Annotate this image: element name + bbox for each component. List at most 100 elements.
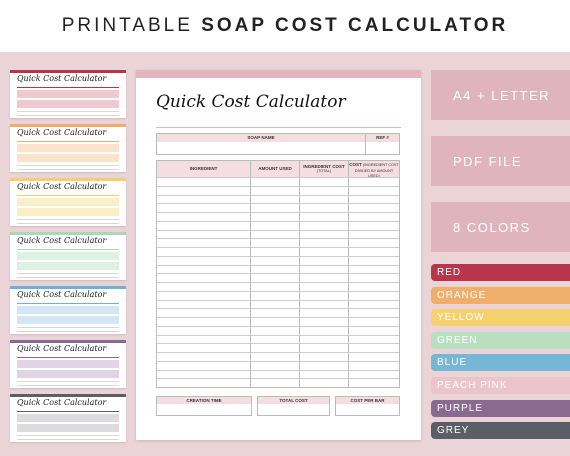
- col-ingredient: INGREDIENT: [157, 161, 250, 177]
- table-row-line: [157, 378, 399, 380]
- thumbnail-name-bar: [17, 90, 119, 98]
- color-chip-grey: GREY: [431, 422, 570, 440]
- banner-title-light: PRINTABLE: [61, 15, 193, 36]
- table-row-line: [157, 352, 399, 353]
- color-variant-thumbnail: Quick Cost Calculator: [10, 124, 126, 172]
- table-row-line: [157, 255, 399, 257]
- color-variant-thumbnail: Quick Cost Calculator: [10, 394, 126, 442]
- total-cost-box: TOTAL COST: [257, 396, 330, 416]
- feature-tag-pdf-file: PDF FILE: [431, 136, 570, 186]
- thumbnail-name-bar: [17, 414, 119, 422]
- calculator-sheet: Quick Cost Calculator SOAP NAME REF # IN…: [136, 70, 421, 440]
- thumbnail-name-bar: [17, 144, 119, 152]
- total-cost-label: TOTAL COST: [258, 397, 329, 404]
- thumbnail-top-bar: [10, 70, 126, 73]
- thumbnail-title: Quick Cost Calculator: [17, 344, 107, 353]
- color-chip-red: RED: [431, 264, 570, 281]
- table-row-line: [157, 273, 399, 275]
- thumbnail-title: Quick Cost Calculator: [17, 236, 107, 245]
- color-variant-thumbnail: Quick Cost Calculator: [10, 232, 126, 280]
- table-row-line: [157, 203, 399, 205]
- banner-title-bold: SOAP COST CALCULATOR: [201, 15, 509, 36]
- thumbnail-title: Quick Cost Calculator: [17, 398, 107, 407]
- col-cost: COST (INGREDIENT COST DIVIDED BY AMOUNT …: [349, 161, 399, 178]
- thumbnail-header-bar: [17, 100, 119, 108]
- thumbnail-rule: [17, 357, 119, 358]
- table-row-line: [157, 369, 399, 371]
- thumbnail-title: Quick Cost Calculator: [17, 74, 107, 83]
- thumbnail-header-bar: [17, 208, 119, 216]
- table-row-line: [157, 185, 399, 187]
- thumbnail-header-bar: [17, 154, 119, 162]
- thumbnail-header-bar: [17, 370, 119, 378]
- creation-time-label: CREATION TIME: [157, 397, 251, 404]
- thumbnail-top-bar: [10, 394, 126, 397]
- sheet-top-bar: [136, 70, 421, 78]
- col-cost-label: COST: [349, 162, 362, 167]
- soap-name-box: SOAP NAME REF #: [156, 133, 400, 155]
- thumbnail-rule: [17, 249, 119, 250]
- banner-title: PRINTABLE SOAP COST CALCULATOR: [62, 15, 508, 37]
- table-row-line: [157, 264, 399, 266]
- table-row-line: [157, 343, 399, 345]
- table-row-line: [157, 282, 399, 283]
- thumbnail-top-bar: [10, 178, 126, 181]
- color-chip-blue: BLUE: [431, 354, 570, 372]
- thumbnail-rule: [17, 411, 119, 412]
- table-row-line: [157, 212, 399, 213]
- table-row-line: [157, 360, 399, 362]
- thumbnail-top-bar: [10, 340, 126, 343]
- thumbnail-name-bar: [17, 360, 119, 368]
- color-variant-thumbnail: Quick Cost Calculator: [10, 340, 126, 388]
- color-chip-orange: ORANGE: [431, 286, 570, 304]
- color-chip-peach-pink: PEACH PINK: [431, 377, 570, 394]
- creation-time-box: CREATION TIME: [156, 396, 252, 416]
- color-variant-thumbnail: Quick Cost Calculator: [10, 178, 126, 226]
- color-chip-yellow: YELLOW: [431, 309, 570, 327]
- thumbnail-rule: [17, 303, 119, 304]
- soap-name-label: SOAP NAME: [157, 134, 365, 142]
- table-row-line: [157, 238, 399, 240]
- thumbnail-name-bar: [17, 198, 119, 206]
- title-rule: [156, 127, 401, 128]
- thumbnail-title: Quick Cost Calculator: [17, 182, 107, 191]
- thumbnail-title: Quick Cost Calculator: [17, 290, 107, 299]
- ref-label: REF #: [366, 134, 399, 142]
- table-row-line: [157, 229, 399, 231]
- thumbnail-rule: [17, 141, 119, 142]
- col-ingredient-cost-label: INGREDIENT COST: [303, 164, 345, 170]
- color-chip-purple: PURPLE: [431, 399, 570, 417]
- thumbnail-name-bar: [17, 306, 119, 314]
- sheet-title: Quick Cost Calculator: [156, 92, 346, 112]
- table-row-line: [157, 325, 399, 327]
- thumbnail-title: Quick Cost Calculator: [17, 128, 107, 137]
- col-ingredient-cost-sub: (TOTAL): [316, 169, 332, 174]
- color-chip-green: GREEN: [431, 331, 570, 349]
- title-banner: PRINTABLE SOAP COST CALCULATOR: [0, 0, 570, 52]
- thumbnail-rule: [17, 87, 119, 88]
- thumbnail-top-bar: [10, 286, 126, 289]
- thumbnail-top-bar: [10, 124, 126, 127]
- table-row-line: [157, 299, 399, 301]
- thumbnail-top-bar: [10, 232, 126, 235]
- table-row-line: [157, 290, 399, 292]
- table-row-line: [157, 308, 399, 310]
- table-row-line: [157, 247, 399, 248]
- feature-tag-8-colors: 8 COLORS: [431, 202, 570, 252]
- table-row-line: [157, 177, 399, 178]
- col-amount-used: AMOUNT USED: [251, 161, 299, 177]
- ingredient-table: INGREDIENT AMOUNT USED INGREDIENT COST (…: [156, 160, 400, 388]
- cost-per-bar-label: COST PER BAR: [336, 397, 399, 404]
- feature-tag-a4-letter: A4 + LETTER: [431, 70, 570, 120]
- table-row-line: [157, 317, 399, 318]
- col-cost-sub: (INGREDIENT COST DIVIDED BY AMOUNT USED): [354, 163, 399, 178]
- thumbnail-name-bar: [17, 252, 119, 260]
- table-row-line: [157, 220, 399, 222]
- thumbnail-header-bar: [17, 424, 119, 432]
- table-row-line: [157, 334, 399, 336]
- table-row-line: [157, 194, 399, 196]
- color-variant-thumbnail: Quick Cost Calculator: [10, 70, 126, 118]
- thumbnail-header-bar: [17, 316, 119, 324]
- cost-per-bar-box: COST PER BAR: [335, 396, 400, 416]
- color-variant-thumbnail: Quick Cost Calculator: [10, 286, 126, 334]
